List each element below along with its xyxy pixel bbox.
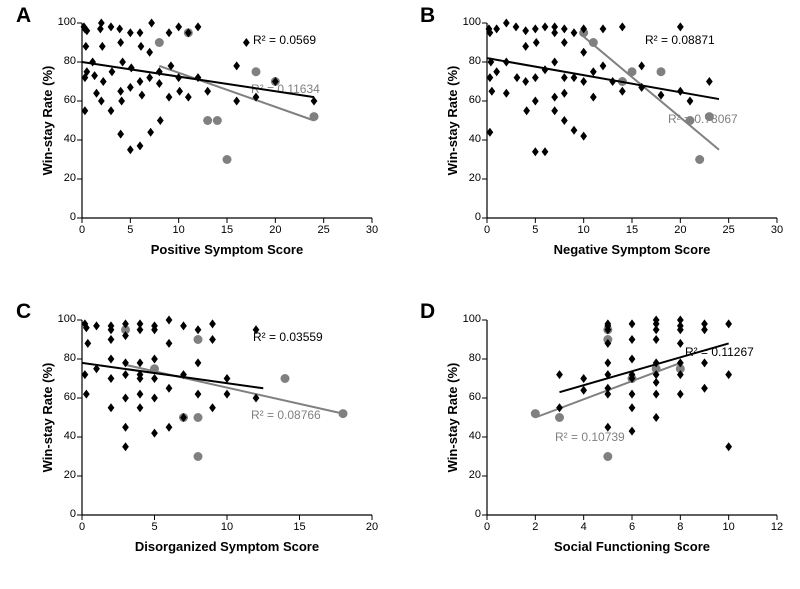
figure-root: A051015202530020406080100R² = 0.11634R² … (0, 0, 800, 589)
xlabel-D: Social Functioning Score (487, 539, 777, 554)
ylabel-D: Win-stay Rate (%) (445, 320, 460, 515)
plot-svg-D (0, 0, 800, 589)
